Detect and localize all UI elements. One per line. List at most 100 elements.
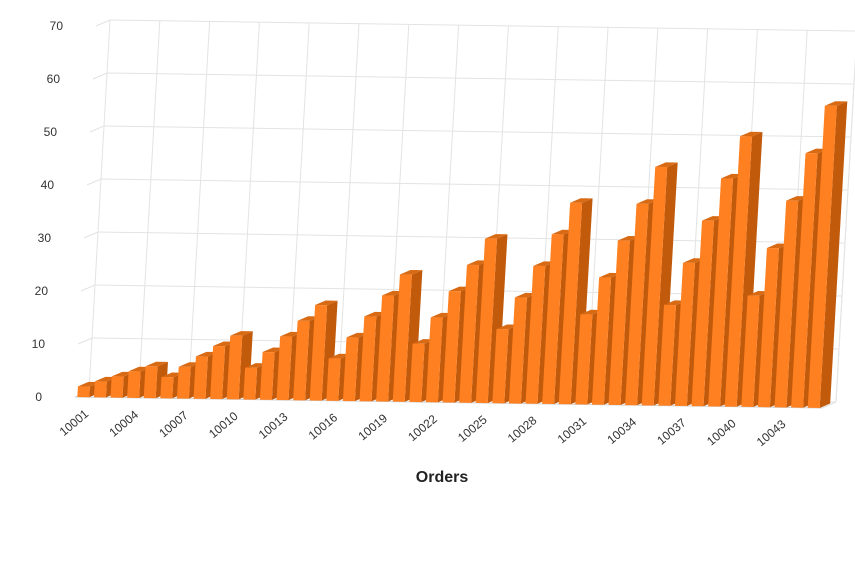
bar-front bbox=[674, 262, 695, 407]
back-wall-vertical-gridline bbox=[337, 23, 360, 395]
back-wall-vertical-gridline bbox=[88, 19, 111, 392]
left-wall-gridline bbox=[83, 231, 99, 239]
bar-front bbox=[276, 336, 293, 401]
bar-top bbox=[399, 269, 423, 275]
bar-front bbox=[210, 345, 226, 400]
bar-front bbox=[77, 386, 90, 398]
bar-front bbox=[409, 343, 425, 403]
bar-side bbox=[653, 162, 678, 406]
bar-front bbox=[724, 136, 752, 407]
bar-front bbox=[143, 366, 158, 399]
bar-side bbox=[404, 270, 423, 402]
bar-10040 bbox=[724, 131, 763, 407]
bar-side bbox=[736, 131, 763, 407]
bar-front bbox=[774, 200, 799, 408]
x-tick-label: 10034 bbox=[604, 415, 639, 447]
y-tick-label: 40 bbox=[41, 178, 55, 192]
x-tick-label: 10037 bbox=[654, 415, 689, 447]
bar-front bbox=[127, 371, 141, 398]
bar-front bbox=[376, 295, 395, 402]
back-wall-gridline bbox=[109, 19, 855, 32]
grid-layer bbox=[74, 19, 855, 409]
back-wall-vertical-gridline bbox=[188, 21, 211, 393]
bar-top bbox=[655, 162, 678, 168]
bar-10030 bbox=[558, 198, 593, 405]
bar-10045 bbox=[807, 101, 848, 408]
bar-front bbox=[525, 265, 546, 404]
bar-10035 bbox=[641, 162, 678, 406]
left-wall-gridline bbox=[80, 284, 96, 292]
x-axis-title: Orders bbox=[416, 469, 469, 486]
floor-right-edge bbox=[821, 401, 837, 409]
y-tick-label: 60 bbox=[47, 72, 61, 86]
bar-10020 bbox=[392, 269, 423, 402]
bar-front bbox=[392, 274, 412, 402]
bar-front bbox=[326, 358, 341, 401]
bar-front bbox=[243, 367, 258, 400]
x-tick-label: 10043 bbox=[754, 417, 789, 449]
bar-front bbox=[93, 381, 107, 398]
left-wall-gridline bbox=[89, 125, 105, 133]
bar-side bbox=[570, 198, 593, 405]
x-tick-label: 10028 bbox=[505, 413, 540, 445]
back-wall-right-edge bbox=[835, 57, 855, 403]
x-tick-label: 10031 bbox=[555, 414, 590, 446]
bar-top bbox=[315, 300, 338, 306]
bar-front bbox=[359, 316, 377, 402]
bar-top bbox=[230, 331, 253, 336]
bar-front bbox=[591, 277, 612, 405]
bar-top bbox=[740, 131, 763, 137]
bar-front bbox=[791, 153, 818, 408]
bar-top bbox=[570, 198, 593, 203]
bar-front bbox=[807, 105, 837, 408]
x-tick-label: 10022 bbox=[405, 412, 440, 444]
bar-front bbox=[608, 240, 630, 406]
bar-side bbox=[487, 234, 508, 404]
bar-front bbox=[475, 238, 497, 404]
x-tick-label: 10010 bbox=[206, 409, 241, 441]
bar-front bbox=[342, 337, 359, 402]
y-axis-ticks: 0 10 20 30 40 50 60 70 bbox=[32, 19, 64, 404]
back-wall-vertical-gridline bbox=[138, 20, 161, 392]
bar-front bbox=[542, 234, 564, 405]
x-tick-label: 10001 bbox=[57, 406, 92, 438]
y-tick-label: 10 bbox=[32, 337, 46, 351]
left-wall-gridline bbox=[92, 72, 108, 80]
y-tick-label: 70 bbox=[50, 19, 64, 33]
bar-top bbox=[485, 234, 508, 239]
y-tick-label: 50 bbox=[44, 125, 58, 139]
bar-front bbox=[492, 328, 509, 404]
bar-front bbox=[193, 356, 208, 399]
y-tick-label: 30 bbox=[38, 231, 52, 245]
bar-front bbox=[575, 314, 593, 405]
bar-front bbox=[625, 203, 649, 406]
bar-front bbox=[176, 366, 191, 399]
x-tick-label: 10004 bbox=[106, 407, 141, 439]
bar-front bbox=[259, 352, 275, 400]
bar-front bbox=[226, 335, 243, 400]
bar-front bbox=[708, 178, 733, 407]
x-axis-ticks: 10001 10004 10007 10010 10013 10016 10019 10022… bbox=[57, 406, 789, 449]
back-wall-gridline bbox=[103, 125, 852, 138]
bar-front bbox=[508, 297, 527, 404]
bar-front bbox=[757, 248, 779, 408]
bar-front bbox=[110, 376, 124, 398]
bar-front bbox=[741, 295, 760, 407]
x-tick-label: 10025 bbox=[455, 412, 490, 444]
bar-front bbox=[160, 377, 174, 399]
bar-10025 bbox=[475, 234, 508, 404]
left-wall-gridline bbox=[77, 337, 93, 345]
y-tick-label: 20 bbox=[35, 284, 49, 298]
bar-side bbox=[321, 300, 338, 401]
left-wall-gridline bbox=[86, 178, 102, 186]
bar-10015 bbox=[309, 300, 338, 401]
bar-front bbox=[309, 305, 328, 401]
x-tick-label: 10019 bbox=[355, 411, 390, 443]
bar-front bbox=[425, 317, 443, 403]
bar-front bbox=[459, 264, 479, 403]
bar-side bbox=[819, 101, 848, 408]
bar-front bbox=[691, 220, 714, 407]
bar-front bbox=[658, 304, 676, 406]
